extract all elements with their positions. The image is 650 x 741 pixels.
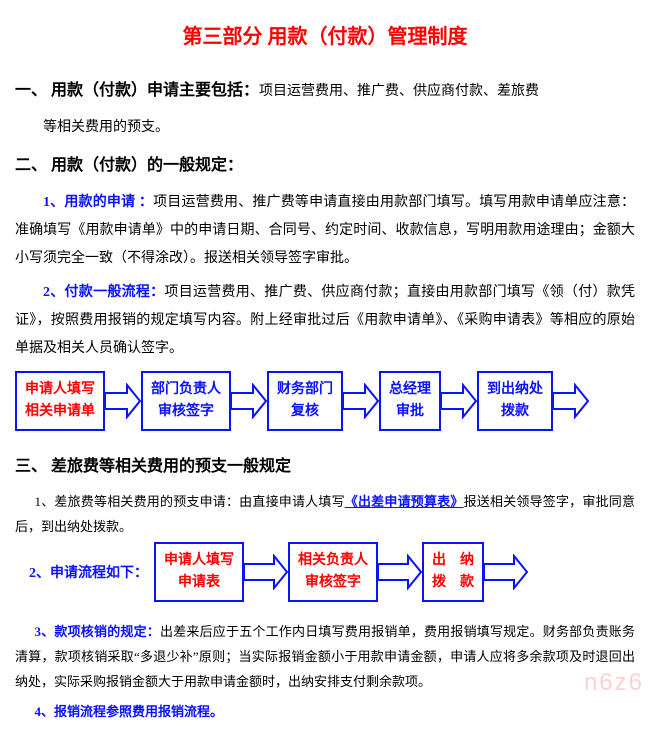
- sec3-p3-lead: 3、款项核销的规定：: [35, 624, 161, 639]
- arrow-icon: [484, 554, 528, 590]
- arrow-icon: [231, 383, 267, 419]
- sec3-p3: 3、款项核销的规定：出差来后应于五个工作内日填写费用报销单，费用报销填写规定。财…: [15, 620, 635, 694]
- arrow-icon: [553, 383, 589, 419]
- arrow-icon: [378, 554, 422, 590]
- sec2-p2: 2、付款一般流程：项目运营费用、推广费、供应商付款；直接由用款部门填写《领（付）…: [15, 279, 635, 363]
- flow-box: 相关负责人审核签字: [288, 542, 378, 603]
- flow-box: 总经理审批: [379, 371, 441, 432]
- section-3-head: 三、 差旅费等相关费用的预支一般规定: [15, 453, 635, 482]
- flow-box: 到出纳处拨款: [477, 371, 553, 432]
- flow-box: 申请人填写相关申请单: [15, 371, 105, 432]
- sec2-p1-lead: 1、用款的申请 ：: [43, 195, 153, 210]
- arrow-icon: [244, 554, 288, 590]
- arrow-icon: [441, 383, 477, 419]
- flowchart-2: 2、申请流程如下： 申请人填写申请表相关负责人审核签字出 纳拨 款: [15, 542, 635, 603]
- flow-box: 申请人填写申请表: [154, 542, 244, 603]
- sec2-p1: 1、用款的申请 ：项目运营费用、推广费等申请直接由用款部门填写。填写用款申请单应…: [15, 189, 635, 273]
- sec2-p2-lead: 2、付款一般流程：: [43, 285, 164, 300]
- sec3-p1a: 1、差旅费等相关费用的预支申请：由直接申请人填写: [35, 494, 345, 509]
- flowchart-1: 申请人填写相关申请单部门负责人审核签字财务部门复核总经理审批到出纳处拨款: [15, 371, 635, 432]
- section-2-head: 二、 用款（付款）的一般规定：: [15, 152, 635, 181]
- sec3-p1-link: 《出差申请预算表》: [345, 494, 464, 509]
- title-text: 第三部分 用款（付款）管理制度: [183, 26, 468, 48]
- arrow-icon: [105, 383, 141, 419]
- sec3-p2-lead: 2、申请流程如下：: [15, 562, 148, 582]
- sec1-cont: 等相关费用的预支。: [43, 114, 635, 142]
- sec1-head: 一、 用款（付款）申请主要包括：: [15, 82, 259, 99]
- flow-box: 财务部门复核: [267, 371, 343, 432]
- sec3-p4: 4、报销流程参照费用报销流程。: [15, 700, 635, 725]
- section-1-head: 一、 用款（付款）申请主要包括：项目运营费用、推广费、供应商付款、差旅费: [15, 77, 635, 106]
- sec3-p1: 1、差旅费等相关费用的预支申请：由直接申请人填写《出差申请预算表》报送相关领导签…: [15, 490, 635, 539]
- flow-box: 出 纳拨 款: [422, 542, 484, 603]
- sec1-inline: 项目运营费用、推广费、供应商付款、差旅费: [259, 84, 539, 99]
- sec3-p4-lead: 4、报销流程参照费用报销流程。: [35, 704, 224, 719]
- flow-box: 部门负责人审核签字: [141, 371, 231, 432]
- arrow-icon: [343, 383, 379, 419]
- page-title: 第三部分 用款（付款）管理制度: [15, 20, 635, 49]
